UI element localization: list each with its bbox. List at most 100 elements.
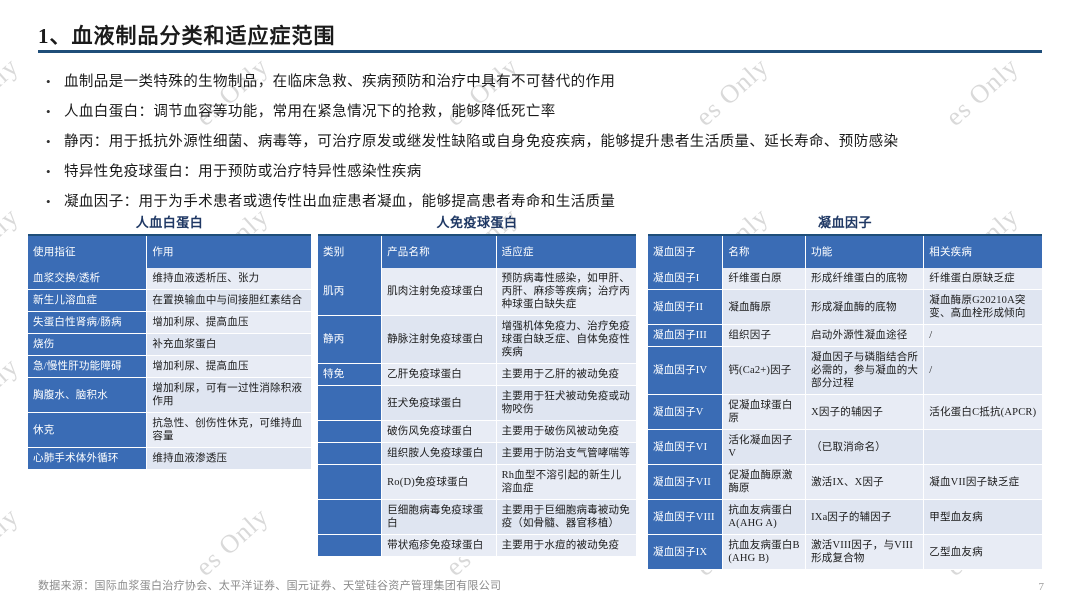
row-key-cell: 静丙: [318, 315, 383, 364]
table-row: 急/慢性肝功能障碍 增加利尿、提高血压: [28, 355, 311, 378]
row-key-cell: 凝血因子IX: [648, 534, 724, 570]
table-cell: 激活IX、X因子: [805, 464, 925, 500]
table-cell: 狂犬免疫球蛋白: [381, 385, 497, 421]
table-cell: （已取消命名）: [805, 429, 925, 465]
table-cell: 维持血液透析压、张力: [146, 268, 311, 290]
watermark-text: es Only: [0, 501, 25, 582]
table-row: 失蛋白性肾病/肠病 增加利尿、提高血压: [28, 311, 311, 334]
table-caption: 人免疫球蛋白: [436, 215, 518, 230]
table-block-immunoglobulin: 人免疫球蛋白 类别 产品名称 适应症 肌丙 肌肉注射免疫球蛋白 预防病毒性感染，如甲肝、…: [318, 212, 636, 557]
column-header: 作用: [146, 235, 311, 268]
table-cell: 凝血VII因子缺乏症: [923, 464, 1042, 500]
table-cell: [923, 429, 1042, 465]
table-row: 凝血因子VII 促凝血酶原激酶原 激活IX、X因子 凝血VII因子缺乏症: [648, 464, 1042, 500]
table-cell: 形成纤维蛋白的底物: [805, 268, 925, 290]
table-row: 休克 抗急性、创伤性休克，可维持血容量: [28, 412, 311, 448]
table-immunoglobulin: 类别 产品名称 适应症 肌丙 肌肉注射免疫球蛋白 预防病毒性感染，如甲肝、丙肝、麻疹等疾…: [318, 234, 636, 557]
table-cell: 钙(Ca2+)因子: [722, 346, 807, 395]
bullet-item: • 凝血因子：用于为手术患者或遗传性出血症患者凝血，能够提高患者寿命和生活质量: [42, 192, 1052, 212]
table-cell: 主要用于狂犬被动免疫或动物咬伤: [496, 385, 636, 421]
bullet-item: • 血制品是一类特殊的生物制品，在临床急救、疾病预防和治疗中具有不可替代的作用: [42, 72, 1052, 92]
row-key-cell: 失蛋白性肾病/肠病: [28, 311, 148, 334]
bullet-marker-icon: •: [46, 194, 51, 209]
table-row: 破伤风免疫球蛋白 主要用于破伤风被动免疫: [318, 420, 636, 443]
row-key-cell: [318, 442, 383, 465]
table-cell: /: [923, 324, 1042, 347]
table-coagulation-factors: 凝血因子 名称 功能 相关疾病 凝血因子I 纤维蛋白原 形成纤维蛋白的底物 纤维蛋白原缺乏症…: [648, 234, 1042, 570]
bullet-list: • 血制品是一类特殊的生物制品，在临床急救、疾病预防和治疗中具有不可替代的作用 • 人…: [42, 72, 1052, 222]
table-header-row: 类别 产品名称 适应症: [318, 235, 636, 268]
bullet-item: • 特异性免疫球蛋白：用于预防或治疗特异性感染性疾病: [42, 162, 1052, 182]
column-header: 功能: [805, 235, 925, 268]
table-cell: 增加利尿，可有一过性消除积液作用: [146, 377, 311, 413]
table-row: Ro(D)免疫球蛋白 Rh血型不溶引起的新生儿溶血症: [318, 464, 636, 500]
table-cell: 凝血因子与磷脂结合所必需的，参与凝血的大部分过程: [805, 346, 925, 395]
row-key-cell: 心肺手术体外循环: [28, 447, 148, 470]
table-cell: IXa因子的辅因子: [805, 499, 925, 535]
row-key-cell: 肌丙: [318, 268, 383, 316]
table-cell: 激活VIII因子，与VIII形成复合物: [805, 534, 925, 570]
row-key-cell: 凝血因子II: [648, 289, 724, 325]
bullet-marker-icon: •: [46, 134, 51, 149]
table-cell: Ro(D)免疫球蛋白: [381, 464, 497, 500]
table-cell: 维持血液渗透压: [146, 447, 311, 470]
table-cell: 抗血友病蛋白A(AHG A): [722, 499, 807, 535]
table-body: 肌丙 肌肉注射免疫球蛋白 预防病毒性感染，如甲肝、丙肝、麻疹等疾病；治疗丙种球蛋白缺…: [318, 268, 636, 557]
table-row: 烧伤 补充血浆蛋白: [28, 333, 311, 356]
row-key-cell: 急/慢性肝功能障碍: [28, 355, 148, 378]
table-cell: 活化蛋白C抵抗(APCR): [923, 394, 1042, 430]
table-row: 凝血因子IX 抗血友病蛋白B (AHG B) 激活VIII因子，与VIII形成复合物…: [648, 534, 1042, 570]
table-row: 巨细胞病毒免疫球蛋白 主要用于巨细胞病毒被动免疫（如骨髓、器官移植）: [318, 499, 636, 535]
table-row: 凝血因子V 促凝血球蛋白原 X因子的辅因子 活化蛋白C抵抗(APCR): [648, 394, 1042, 430]
table-cell: 抗急性、创伤性休克，可维持血容量: [146, 412, 311, 448]
table-cell: 纤维蛋白原: [722, 268, 807, 290]
row-key-cell: 胸腹水、脑积水: [28, 377, 148, 413]
table-row: 新生儿溶血症 在置换输血中与间接胆红素结合: [28, 289, 311, 312]
table-cell: 主要用于破伤风被动免疫: [496, 420, 636, 443]
table-cell: 破伤风免疫球蛋白: [381, 420, 497, 443]
table-cell: 带状疱疹免疫球蛋白: [381, 534, 497, 557]
table-block-coagulation-factors: 凝血因子 凝血因子 名称 功能 相关疾病 凝血因子I 纤维蛋白原 形成纤维蛋白的底物 纤维蛋…: [648, 212, 1042, 570]
table-cell: 静脉注射免疫球蛋白: [381, 315, 497, 364]
bullet-marker-icon: •: [46, 104, 51, 119]
table-cell: 乙肝免疫球蛋白: [381, 363, 497, 386]
watermark-text: es Only: [0, 51, 25, 132]
table-caption: 人血白蛋白: [135, 215, 204, 230]
table-row: 凝血因子III 组织因子 启动外源性凝血途径 /: [648, 324, 1042, 347]
table-cell: 纤维蛋白原缺乏症: [923, 268, 1042, 290]
row-key-cell: 血浆交换/透析: [28, 268, 148, 290]
table-cell: 组织因子: [722, 324, 807, 347]
column-header: 名称: [722, 235, 807, 268]
bullet-item: • 人血白蛋白：调节血容等功能，常用在紧急情况下的抢救，能够降低死亡率: [42, 102, 1052, 122]
table-cell: 主要用于乙肝的被动免疫: [496, 363, 636, 386]
source-note: 数据来源：国际血浆蛋白治疗协会、太平洋证券、国元证券、天堂硅谷资产管理集团有限公…: [38, 580, 502, 592]
column-header: 使用指征: [28, 235, 148, 268]
table-cell: 增强机体免疫力、治疗免疫球蛋白缺乏症、自体免疫性疾病: [496, 315, 636, 364]
table-row: 心肺手术体外循环 维持血液渗透压: [28, 447, 311, 470]
bullet-text: 静丙：用于抵抗外源性细菌、病毒等，可治疗原发或继发性缺陷或自身免疫疾病，能够提升…: [64, 134, 899, 150]
column-header: 凝血因子: [648, 235, 724, 268]
table-row: 特免 乙肝免疫球蛋白 主要用于乙肝的被动免疫: [318, 363, 636, 386]
table-row: 狂犬免疫球蛋白 主要用于狂犬被动免疫或动物咬伤: [318, 385, 636, 421]
table-cell: Rh血型不溶引起的新生儿溶血症: [496, 464, 636, 500]
bullet-text: 特异性免疫球蛋白：用于预防或治疗特异性感染性疾病: [64, 164, 422, 180]
table-cell: 促凝血酶原激酶原: [722, 464, 807, 500]
row-key-cell: 凝血因子VII: [648, 464, 724, 500]
bullet-marker-icon: •: [46, 74, 51, 89]
table-cell: 启动外源性凝血途径: [805, 324, 925, 347]
row-key-cell: 烧伤: [28, 333, 148, 356]
table-cell: 主要用于防治支气管哮喘等: [496, 442, 636, 465]
table-cell: 乙型血友病: [923, 534, 1042, 570]
watermark-text: es Only: [0, 201, 25, 282]
row-key-cell: 凝血因子IV: [648, 346, 724, 395]
bullet-item: • 静丙：用于抵抗外源性细菌、病毒等，可治疗原发或继发性缺陷或自身免疫疾病，能够提…: [42, 132, 1052, 152]
table-cell: /: [923, 346, 1042, 395]
row-key-cell: 凝血因子V: [648, 394, 724, 430]
table-row: 组织胺人免疫球蛋白 主要用于防治支气管哮喘等: [318, 442, 636, 465]
table-row: 静丙 静脉注射免疫球蛋白 增强机体免疫力、治疗免疫球蛋白缺乏症、自体免疫性疾病: [318, 315, 636, 364]
row-key-cell: [318, 499, 383, 535]
column-header: 类别: [318, 235, 383, 268]
row-key-cell: 凝血因子VIII: [648, 499, 724, 535]
table-cell: 凝血酶原: [722, 289, 807, 325]
table-row: 凝血因子II 凝血酶原 形成凝血酶的底物 凝血酶原G20210A突变、高血栓形成倾向: [648, 289, 1042, 325]
